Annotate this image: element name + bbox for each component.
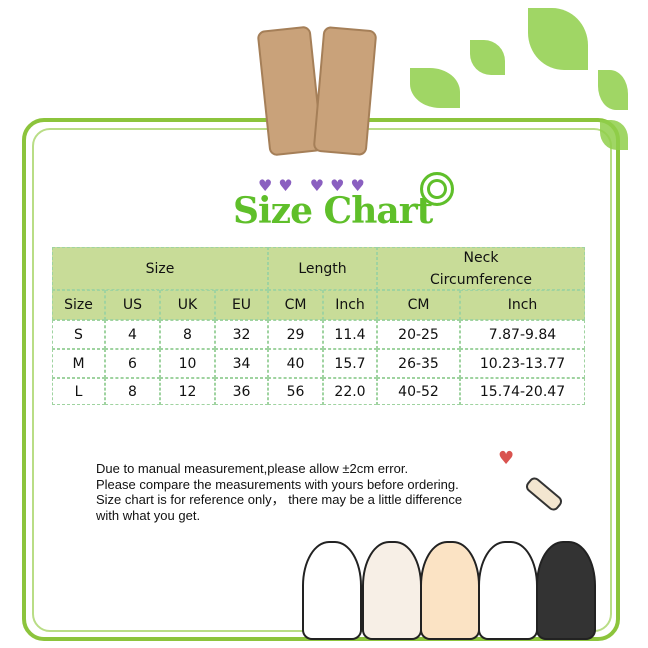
note-line: Due to manual measurement,please allow ±… (96, 461, 409, 476)
table-cell: L (52, 378, 105, 405)
table-cell: 20-25 (377, 320, 460, 349)
column-header: EU (215, 290, 268, 320)
table-cell: S (52, 320, 105, 349)
cat-illustration (478, 541, 538, 640)
page-title: Size Chart (233, 190, 433, 232)
table-cell: 7.87-9.84 (460, 320, 585, 349)
table-cell: 36 (215, 378, 268, 405)
swirl-icon (420, 172, 454, 206)
table-cell: 26-35 (377, 349, 460, 378)
table-cell: 10 (160, 349, 215, 378)
table-cell: 10.23-13.77 (460, 349, 585, 378)
leaf-decoration (528, 8, 588, 70)
table-cell: 22.0 (323, 378, 377, 405)
notes: Due to manual measurement,please allow ±… (96, 461, 462, 523)
table-cell: 15.7 (323, 349, 377, 378)
leaf-decoration (598, 70, 628, 110)
table-cell: 29 (268, 320, 323, 349)
cat-illustration (362, 541, 422, 640)
table-cell: 56 (268, 378, 323, 405)
leaf-decoration (470, 40, 505, 75)
cat-illustration (536, 541, 596, 640)
note-line: Please compare the measurements with you… (96, 476, 459, 492)
leaf-decoration (410, 68, 460, 108)
group-header-size: Size (52, 247, 268, 290)
heart-icon: ♥ (498, 448, 515, 469)
cat-illustration (302, 541, 362, 640)
table-cell: 4 (105, 320, 160, 349)
table-cell: M (52, 349, 105, 378)
column-header: CM (268, 290, 323, 320)
cat-illustration (420, 541, 480, 640)
note-line: with what you get. (96, 507, 201, 523)
hearts-icon: ♥♥ ♥♥♥ (258, 176, 371, 195)
table-cell: 40-52 (377, 378, 460, 405)
group-header-length: Length (268, 247, 377, 290)
note-line: Size chart is for reference only， there … (96, 492, 463, 507)
column-header: CM (377, 290, 460, 320)
column-header: UK (160, 290, 215, 320)
group-header-neck: Neck Circumference (377, 247, 585, 290)
clip-right (312, 25, 378, 157)
table-cell: 34 (215, 349, 268, 378)
table-cell: 32 (215, 320, 268, 349)
table-cell: 8 (160, 320, 215, 349)
leaf-decoration (600, 120, 628, 150)
column-header: Inch (460, 290, 585, 320)
column-header: Size (52, 290, 105, 320)
table-cell: 6 (105, 349, 160, 378)
table-cell: 8 (105, 378, 160, 405)
table-cell: 11.4 (323, 320, 377, 349)
table-cell: 12 (160, 378, 215, 405)
column-header: Inch (323, 290, 377, 320)
table-cell: 40 (268, 349, 323, 378)
table-cell: 15.74-20.47 (460, 378, 585, 405)
column-header: US (105, 290, 160, 320)
